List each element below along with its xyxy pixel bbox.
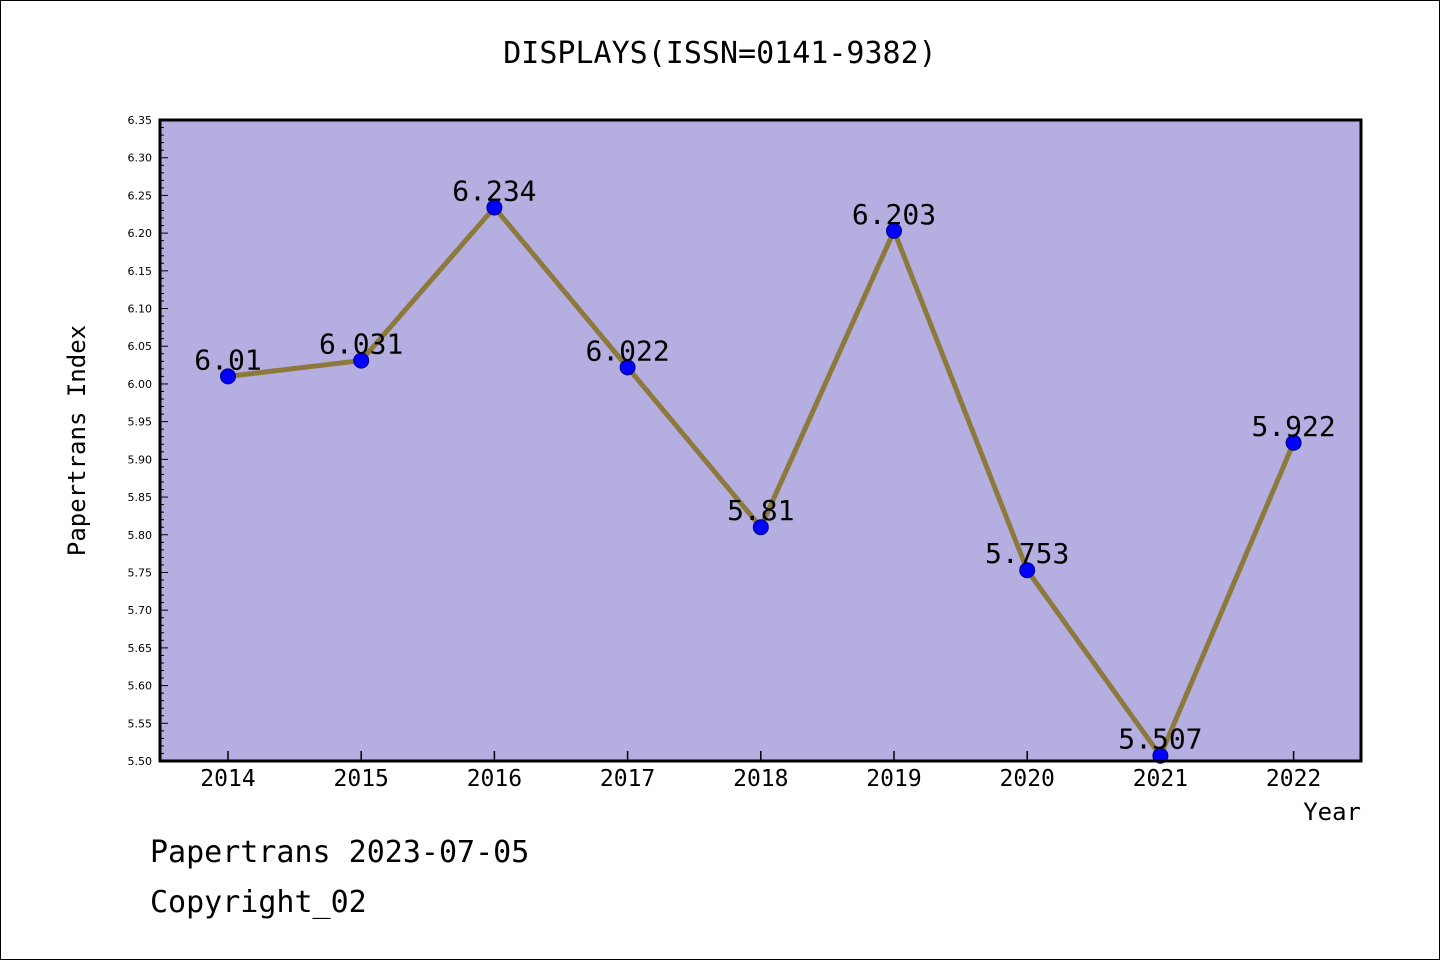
x-tick-label: 2016 [467, 766, 522, 792]
y-tick-label: 5.75 [128, 566, 153, 579]
footer-copyright: Copyright_02 [150, 885, 367, 920]
y-tick-label: 5.90 [128, 453, 153, 466]
footer-date: Papertrans 2023-07-05 [150, 835, 530, 870]
data-point [619, 359, 636, 376]
y-tick-label: 6.05 [128, 340, 153, 353]
data-label: 6.031 [319, 328, 403, 361]
x-tick-label: 2020 [1000, 766, 1055, 792]
data-point [1285, 434, 1302, 451]
data-label: 5.507 [1118, 723, 1202, 756]
data-point [486, 199, 503, 216]
y-tick-label: 5.80 [128, 529, 153, 542]
x-tick-label: 2015 [334, 766, 389, 792]
x-tick-label: 2019 [866, 766, 921, 792]
data-label: 6.01 [194, 343, 261, 376]
data-point [220, 368, 236, 385]
x-axis-label: Year [1303, 798, 1361, 826]
data-point [353, 352, 370, 369]
y-tick-label: 5.60 [128, 680, 153, 693]
y-tick-label: 6.10 [128, 303, 153, 316]
data-label: 5.81 [727, 494, 794, 527]
y-tick-label: 6.20 [128, 227, 153, 240]
y-tick-label: 6.25 [128, 189, 153, 202]
y-tick-label: 6.30 [128, 152, 153, 165]
x-tick-label: 2018 [733, 766, 788, 792]
x-tick-label: 2017 [600, 766, 655, 792]
data-point [1152, 747, 1169, 764]
y-tick-label: 6.35 [128, 114, 153, 127]
y-tick-label: 6.15 [128, 265, 153, 278]
x-tick-label: 2022 [1266, 766, 1321, 792]
data-labels: 6.01 6.031 6.234 6.022 5.81 6.203 5.753 5.507 5.… [194, 174, 1335, 755]
data-label: 6.203 [852, 198, 936, 231]
x-tick-label: 2014 [200, 766, 255, 792]
y-tick-label: 5.50 [128, 755, 153, 768]
data-point [1019, 562, 1036, 579]
y-tick-label: 5.85 [128, 491, 153, 504]
y-tick-label: 5.55 [128, 717, 153, 730]
data-label: 6.022 [585, 334, 669, 367]
plot-border [158, 118, 1363, 763]
data-point [752, 519, 769, 536]
x-axis: 2014 2015 2016 2017 2018 2019 2020 2021 2022 [200, 751, 1321, 792]
plot-area [160, 120, 1361, 761]
data-point [886, 222, 902, 239]
y-axis-label: Papertrans Index [63, 325, 91, 556]
data-label: 5.922 [1251, 410, 1335, 443]
data-points [220, 199, 1302, 764]
y-axis: 5.50 5.55 5.60 5.65 5.70 5.75 5.80 5.85 5.90 5.95… [128, 114, 168, 768]
data-label: 6.234 [452, 174, 536, 207]
x-tick-label: 2021 [1133, 766, 1188, 792]
chart-title: DISPLAYS(ISSN=0141-9382) [503, 36, 937, 71]
y-tick-label: 6.00 [128, 378, 153, 391]
y-tick-label: 5.95 [128, 416, 153, 429]
data-label: 5.753 [985, 537, 1069, 570]
y-tick-label: 5.70 [128, 604, 153, 617]
y-tick-label: 5.65 [128, 642, 153, 655]
